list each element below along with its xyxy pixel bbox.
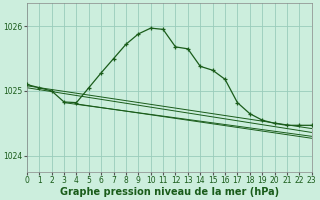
X-axis label: Graphe pression niveau de la mer (hPa): Graphe pression niveau de la mer (hPa) — [60, 187, 279, 197]
